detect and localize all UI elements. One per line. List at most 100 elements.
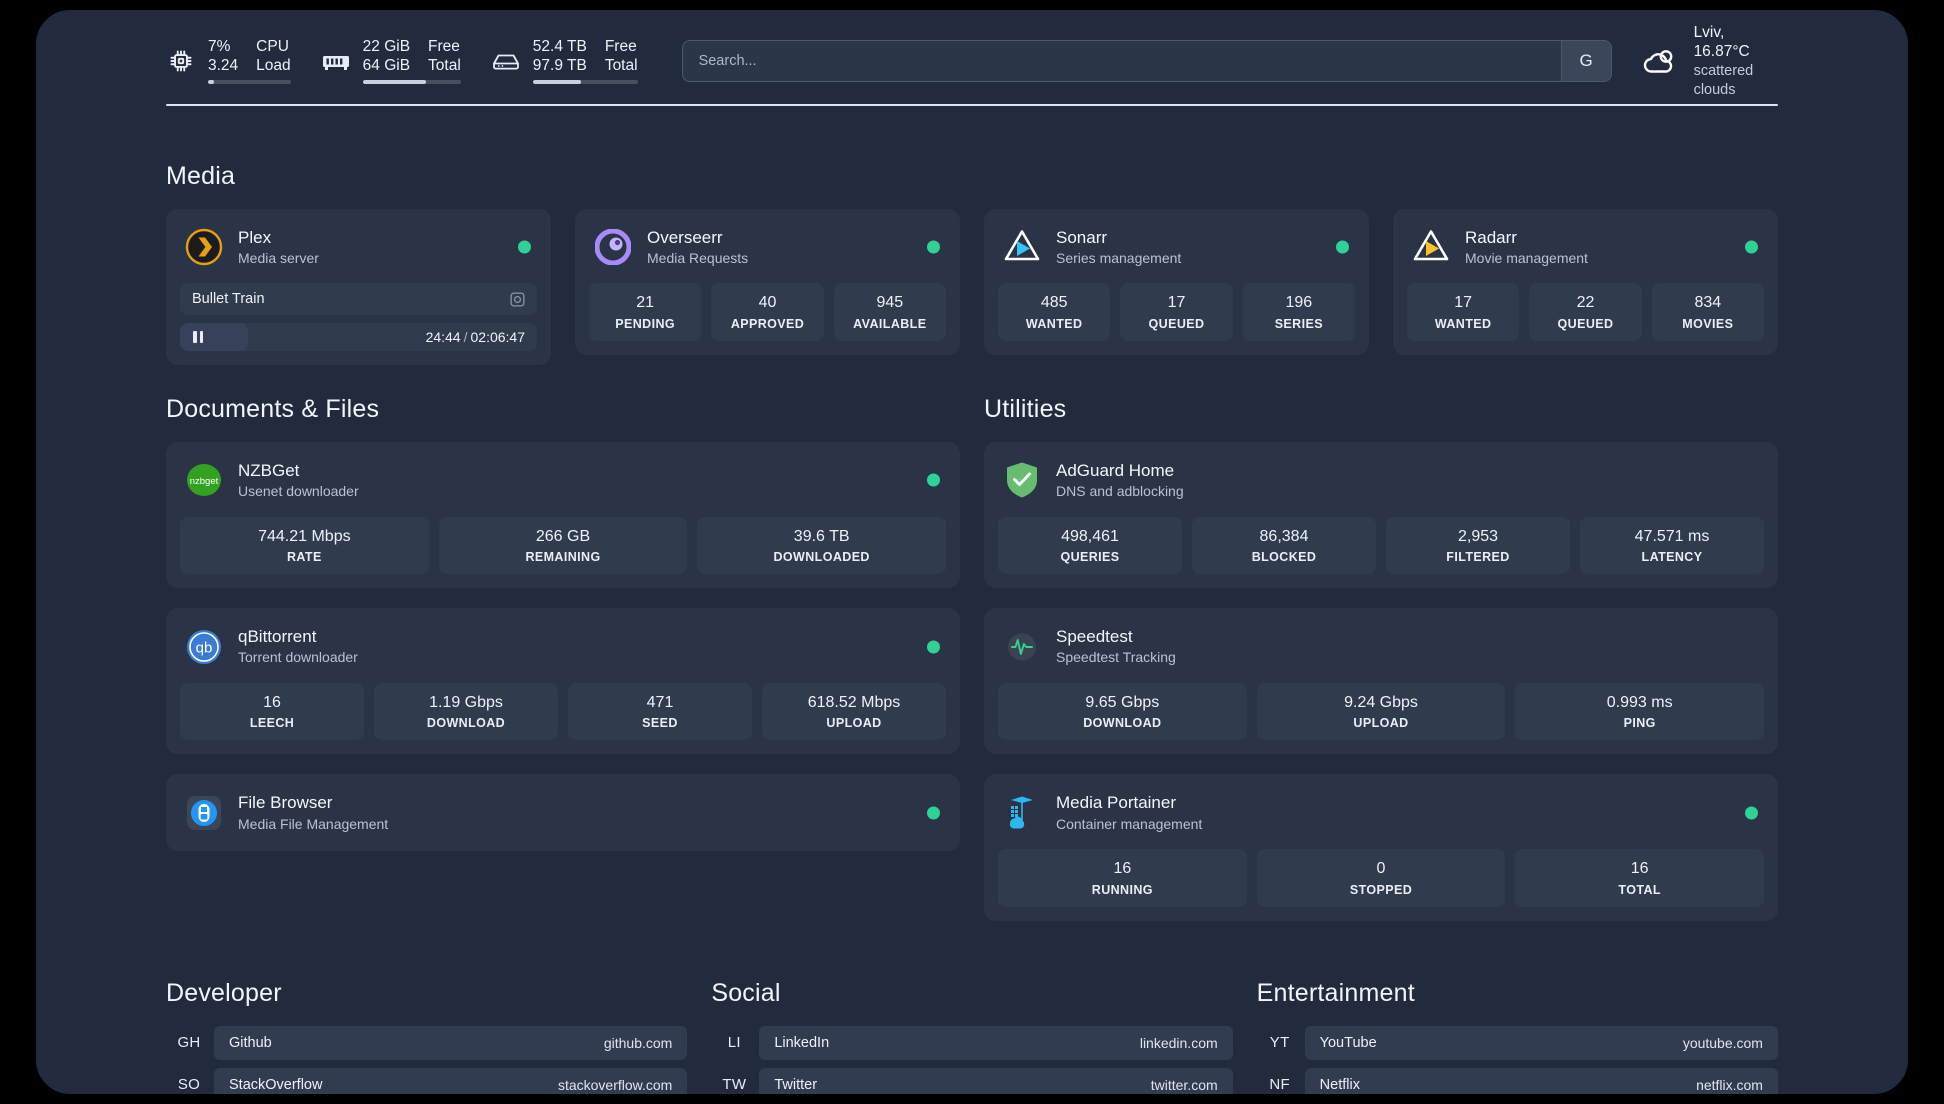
search-box[interactable]: G — [681, 40, 1612, 82]
stat-value: 17 — [1454, 294, 1473, 312]
now-playing-title-row: Bullet Train — [180, 283, 537, 316]
weather-condition: scattered clouds — [1693, 63, 1754, 98]
bookmark-link[interactable]: YouTube youtube.com — [1304, 1025, 1778, 1060]
stats-row: 16 LEECH 1.19 Gbps DOWNLOAD 471 SEED — [180, 682, 946, 741]
service-card-adguard-home[interactable]: AdGuard Home DNS and adblocking 498,461 … — [984, 442, 1778, 589]
stat-value: 16 — [1630, 859, 1649, 877]
utilities-section-title: Utilities — [984, 395, 1067, 424]
stat-label: QUEUED — [1557, 317, 1614, 332]
stat-tile: 47.571 ms LATENCY — [1580, 516, 1764, 575]
service-card-media-portainer[interactable]: Media Portainer Container management 16 … — [984, 774, 1778, 921]
stat-label: QUERIES — [1060, 550, 1120, 565]
stat-value: 9.65 Gbps — [1085, 693, 1160, 711]
stat-value: 618.52 Mbps — [807, 693, 901, 711]
service-name: qBittorrent — [238, 627, 317, 647]
bookmark-link[interactable]: Github github.com — [214, 1025, 688, 1060]
overseerr-icon — [593, 227, 633, 267]
stat-label: UPLOAD — [826, 716, 882, 731]
service-desc: Usenet downloader — [238, 483, 359, 500]
bookmark-link[interactable]: Twitter twitter.com — [759, 1067, 1233, 1094]
bookmark-link[interactable]: LinkedIn linkedin.com — [759, 1025, 1233, 1060]
bookmark-abbr: NF — [1269, 1076, 1290, 1094]
stat-label: DOWNLOAD — [426, 716, 506, 731]
bookmark-link[interactable]: StackOverflow stackoverflow.com — [214, 1067, 688, 1094]
stat-value: 39.6 TB — [793, 527, 850, 545]
stat-value: 17 — [1167, 294, 1186, 312]
stat-value: 266 GB — [535, 527, 591, 545]
service-card-speedtest[interactable]: Speedtest Speedtest Tracking 9.65 Gbps D… — [984, 608, 1778, 755]
stat-value: 196 — [1285, 294, 1313, 312]
speedtest-icon — [1002, 627, 1042, 667]
disk-stat: 52.4 TB 97.9 TB Free Total — [491, 38, 638, 84]
stat-label: FILTERED — [1446, 550, 1510, 565]
cast-icon[interactable] — [510, 292, 525, 307]
svg-text:qb: qb — [196, 639, 213, 656]
stat-value: 0.993 ms — [1606, 693, 1673, 711]
sonarr-icon — [1002, 227, 1042, 267]
bookmark-row[interactable]: GH Github github.com — [166, 1025, 688, 1060]
service-card-radarr[interactable]: Radarr Movie management 17 WANTED 22 QUE… — [1393, 209, 1778, 356]
stat-label: WANTED — [1025, 317, 1083, 332]
service-desc: Series management — [1056, 250, 1182, 267]
search-input[interactable] — [682, 41, 1561, 81]
service-card-sonarr[interactable]: Sonarr Series management 485 WANTED 17 Q… — [984, 209, 1369, 356]
service-card-plex[interactable]: Plex Media server Bullet Train — [166, 209, 551, 366]
bookmark-row[interactable]: YT YouTube youtube.com — [1257, 1025, 1778, 1060]
card-header: qb qBittorrent Torrent downloader — [180, 622, 946, 670]
stat-value: 498,461 — [1061, 527, 1119, 545]
stats-row: 21 PENDING 40 APPROVED 945 AVAILABLE — [589, 283, 946, 342]
dashboard-window: 7% 3.24 CPU Load — [36, 10, 1908, 1094]
status-badge — [518, 240, 531, 254]
service-card-nzbget[interactable]: nzbget NZBGet Usenet downloader 74 — [166, 442, 960, 589]
search-engine-button[interactable]: G — [1560, 41, 1611, 81]
stat-label: UPLOAD — [1353, 716, 1409, 731]
bookmark-url: netflix.com — [1696, 1076, 1763, 1093]
cloud-icon — [1640, 40, 1680, 82]
memory-labels: Free Total — [428, 38, 461, 74]
card-header: File Browser Media File Management — [180, 788, 946, 836]
stat-label: SERIES — [1274, 317, 1323, 332]
stat-label: DOWNLOAD — [1083, 716, 1162, 731]
bookmark-url: twitter.com — [1150, 1076, 1218, 1093]
service-card-file-browser[interactable]: File Browser Media File Management — [166, 774, 960, 851]
stat-tile: 0 STOPPED — [1256, 848, 1506, 907]
cpu-values: 7% 3.24 — [208, 38, 238, 75]
stats-row: 17 WANTED 22 QUEUED 834 MOVIES — [1407, 283, 1764, 342]
stat-label: LATENCY — [1641, 550, 1703, 565]
system-stats: 7% 3.24 CPU Load — [166, 38, 638, 84]
weather-location-temp: Lviv, 16.87°C — [1693, 23, 1750, 61]
service-card-qbittorrent[interactable]: qb qBittorrent Torrent downloader — [166, 608, 960, 755]
stat-label: APPROVED — [730, 317, 805, 332]
stat-tile: 498,461 QUERIES — [998, 516, 1182, 575]
bookmark-row[interactable]: LI LinkedIn linkedin.com — [711, 1025, 1233, 1060]
stat-tile: 86,384 BLOCKED — [1192, 516, 1376, 575]
radarr-icon — [1411, 227, 1451, 267]
card-header: Speedtest Speedtest Tracking — [998, 622, 1764, 670]
service-name: AdGuard Home — [1056, 461, 1175, 481]
status-badge — [1745, 806, 1758, 820]
bookmark-row[interactable]: SO StackOverflow stackoverflow.com — [166, 1067, 688, 1094]
service-desc: Media Requests — [647, 250, 749, 267]
filebrowser-icon — [184, 793, 224, 833]
service-card-overseerr[interactable]: Overseerr Media Requests 21 PENDING 40 A… — [575, 209, 960, 356]
bookmark-link[interactable]: Netflix netflix.com — [1304, 1067, 1778, 1094]
stat-tile: 16 RUNNING — [998, 848, 1247, 907]
memory-values: 22 GiB 64 GiB — [363, 38, 410, 75]
stat-tile: 16 TOTAL — [1515, 848, 1765, 907]
disk-total: 97.9 TB — [532, 56, 587, 74]
bookmark-row[interactable]: TW Twitter twitter.com — [711, 1067, 1233, 1094]
service-name: Overseerr — [647, 228, 723, 247]
stat-value: 40 — [758, 294, 777, 312]
bookmark-row[interactable]: NF Netflix netflix.com — [1257, 1067, 1778, 1094]
stat-tile: 21 PENDING — [589, 283, 702, 342]
bookmark-group-title: Social — [711, 978, 781, 1007]
now-playing-progress[interactable]: 24:44/02:06:47 — [180, 323, 537, 352]
stat-label: DOWNLOADED — [773, 550, 870, 565]
bookmark-abbr: YT — [1269, 1034, 1290, 1052]
stat-label: TOTAL — [1618, 882, 1661, 897]
status-badge — [927, 473, 940, 487]
stat-value: 945 — [876, 294, 904, 312]
utilities-section: Utilities AdGuard Home — [984, 395, 1778, 921]
plex-icon — [184, 227, 224, 267]
pause-icon[interactable] — [193, 331, 203, 344]
